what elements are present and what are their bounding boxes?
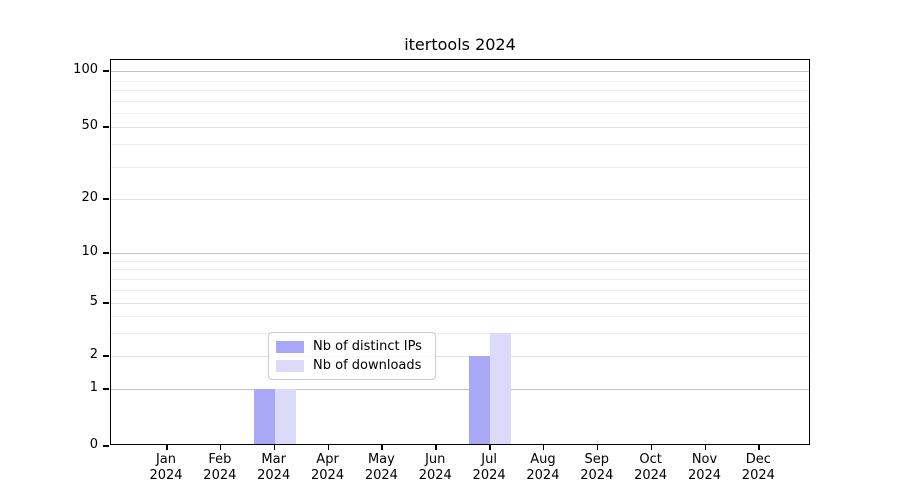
x-tick-label: Apr 2024 — [311, 452, 345, 483]
x-tick-mark — [542, 445, 545, 450]
gridline-major — [111, 253, 809, 254]
gridline-minor — [111, 101, 809, 102]
gridline-major — [111, 127, 809, 128]
y-tick-label: 50 — [81, 118, 98, 133]
x-tick-label: Jul 2024 — [472, 452, 506, 483]
x-tick-label: Jan 2024 — [149, 452, 183, 483]
x-tick-mark — [435, 445, 437, 450]
x-tick-mark — [273, 445, 276, 450]
plot-area — [110, 59, 810, 445]
y-tick-label: 20 — [81, 190, 98, 205]
gridline-major — [111, 199, 809, 200]
x-tick-mark — [596, 445, 599, 450]
y-tick-mark — [103, 70, 109, 72]
gridline-minor — [111, 290, 809, 291]
x-tick-label: Feb 2024 — [203, 452, 237, 483]
y-tick-label: 1 — [89, 380, 98, 395]
gridline-minor — [111, 81, 809, 82]
x-tick-label: Mar 2024 — [257, 452, 291, 483]
chart-title: itertools 2024 — [404, 35, 516, 54]
gridline-minor — [111, 113, 809, 114]
y-tick-label: 0 — [89, 437, 98, 452]
gridline-minor — [111, 316, 809, 317]
x-tick-label: Jun 2024 — [418, 452, 452, 483]
y-tick-label: 2 — [89, 347, 98, 362]
gridline-major — [111, 71, 809, 72]
gridline-minor — [111, 269, 809, 270]
y-tick-mark — [103, 388, 109, 390]
legend-item: Nb of distinct IPs — [276, 339, 427, 354]
x-tick-mark — [650, 445, 653, 450]
y-tick-mark — [103, 302, 109, 304]
x-tick-label: Oct 2024 — [634, 452, 668, 483]
gridline-major — [111, 356, 809, 357]
gridline-minor — [111, 333, 809, 334]
y-tick-label: 100 — [73, 62, 98, 77]
gridline-major — [111, 303, 809, 304]
x-tick-label: May 2024 — [364, 452, 398, 483]
gridline-minor — [111, 144, 809, 145]
legend: Nb of distinct IPs Nb of downloads — [268, 332, 436, 380]
x-tick-label: Sep 2024 — [580, 452, 614, 483]
gridline-minor — [111, 167, 809, 168]
gridline-minor — [111, 90, 809, 91]
legend-item: Nb of downloads — [276, 358, 427, 373]
y-tick-mark — [103, 126, 109, 128]
legend-label: Nb of downloads — [313, 358, 422, 373]
y-tick-label: 10 — [81, 244, 98, 259]
gridline-major — [111, 389, 809, 390]
legend-label: Nb of distinct IPs — [313, 339, 422, 354]
x-tick-label: Dec 2024 — [741, 452, 775, 483]
y-tick-label: 5 — [89, 294, 98, 309]
y-tick-mark — [103, 252, 109, 254]
bar-distinct-ips — [253, 389, 275, 444]
x-tick-mark — [704, 445, 706, 450]
bar-downloads — [274, 389, 296, 444]
bar-distinct-ips — [469, 356, 491, 444]
x-tick-label: Aug 2024 — [526, 452, 560, 483]
y-tick-mark — [103, 355, 109, 357]
x-tick-mark — [489, 445, 491, 450]
legend-swatch — [276, 359, 304, 372]
bar-downloads — [490, 333, 512, 444]
x-tick-mark — [327, 445, 330, 450]
x-tick-mark — [219, 445, 222, 450]
gridline-minor — [111, 261, 809, 262]
x-tick-label: Nov 2024 — [687, 452, 722, 483]
x-tick-mark — [166, 445, 168, 450]
x-tick-mark — [381, 445, 383, 450]
y-tick-mark — [103, 198, 109, 200]
legend-swatch — [276, 340, 304, 353]
x-tick-mark — [758, 445, 760, 450]
y-tick-mark — [103, 445, 109, 447]
gridline-minor — [111, 279, 809, 280]
